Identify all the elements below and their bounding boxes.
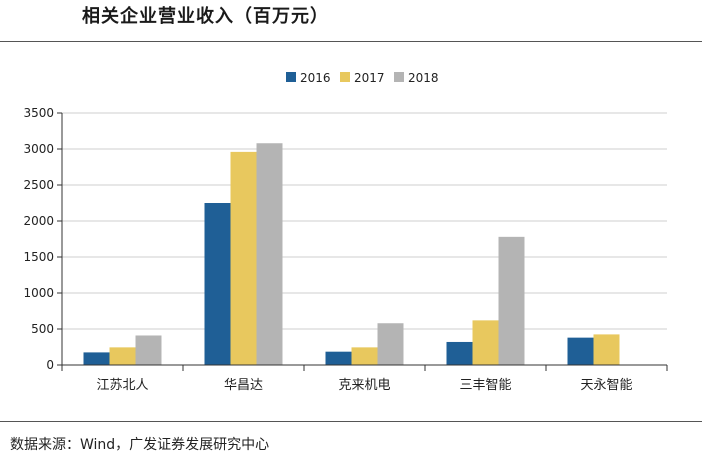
bars — [83, 143, 620, 365]
legend-swatch-2018 — [394, 72, 404, 82]
header-divider — [0, 41, 702, 42]
bar-2016-1 — [204, 203, 231, 365]
y-tick-label: 1500 — [23, 250, 54, 264]
x-category-label: 克来机电 — [338, 378, 390, 393]
bar-2016-0 — [83, 352, 110, 365]
bar-2017-1 — [230, 151, 257, 365]
bar-2018-3 — [498, 236, 525, 365]
bar-2018-1 — [256, 143, 283, 365]
page-title: 相关企业营业收入（百万元） — [82, 6, 329, 27]
legend-swatch-2016 — [286, 72, 296, 82]
legend-label-2018: 2018 — [408, 71, 439, 85]
bar-2018-2 — [377, 323, 404, 365]
x-category-label: 华昌达 — [224, 378, 263, 393]
y-tick-label: 1000 — [23, 286, 54, 300]
y-tick-label: 2000 — [23, 214, 54, 228]
bar-2018-0 — [135, 335, 162, 365]
legend: 2016 2017 2018 — [286, 71, 439, 85]
x-category-label: 天永智能 — [580, 378, 632, 393]
x-axis-labels: 江苏北人 华昌达 克来机电 三丰智能 天永智能 — [96, 377, 632, 393]
y-tick-label: 0 — [46, 358, 54, 372]
legend-label-2016: 2016 — [300, 71, 331, 85]
y-tick-label: 2500 — [23, 178, 54, 192]
y-axis-ticks: 0 500 1000 1500 2000 2500 3000 3500 — [23, 106, 63, 372]
bar-2016-3 — [446, 341, 473, 365]
bar-chart: 0 500 1000 1500 2000 2500 3000 3500 江苏北人 华昌达 克来机电… — [23, 71, 668, 393]
y-tick-label: 500 — [31, 322, 54, 336]
bar-2017-3 — [472, 320, 499, 365]
y-tick-label: 3500 — [23, 106, 54, 120]
x-category-label: 江苏北人 — [96, 377, 148, 393]
bar-2017-4 — [593, 334, 620, 365]
x-category-label: 三丰智能 — [459, 378, 511, 393]
source-note: 数据来源：Wind，广发证券发展研究中心 — [10, 437, 270, 453]
legend-swatch-2017 — [340, 72, 350, 82]
y-tick-label: 3000 — [23, 142, 54, 156]
x-axis — [61, 364, 668, 371]
gridlines — [62, 112, 667, 330]
bar-2017-2 — [351, 347, 378, 365]
bar-2017-0 — [109, 347, 136, 365]
bar-2016-4 — [567, 337, 594, 365]
footer-divider — [0, 421, 702, 422]
legend-label-2017: 2017 — [354, 71, 385, 85]
bar-2016-2 — [325, 351, 352, 365]
